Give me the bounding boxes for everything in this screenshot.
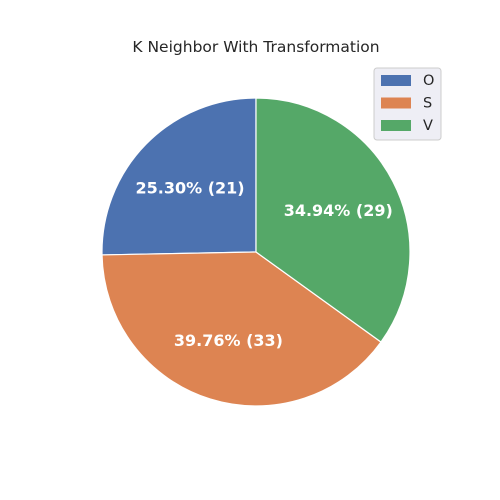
legend-label-o: O [423,73,434,89]
legend-label-s: S [423,96,432,112]
legend-label-v: V [423,118,433,134]
pie-slice-o [102,98,256,255]
slice-label-s: 39.76% (33) [174,331,283,350]
chart-title: K Neighbor With Transformation [132,38,379,56]
legend-swatch-s [381,98,411,109]
legend-swatch-v [381,120,411,131]
slice-label-v: 34.94% (29) [284,201,393,220]
pie-slices [102,98,410,406]
slice-label-o: 25.30% (21) [135,178,244,197]
legend-swatch-o [381,75,411,86]
legend: OSV [374,68,441,140]
